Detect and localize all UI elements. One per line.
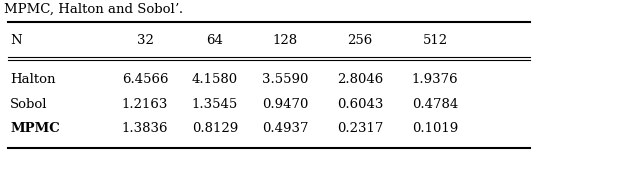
Text: 1.3836: 1.3836 [122, 121, 168, 135]
Text: 64: 64 [207, 33, 223, 47]
Text: 0.9470: 0.9470 [262, 99, 308, 111]
Text: N: N [10, 33, 22, 47]
Text: 32: 32 [136, 33, 154, 47]
Text: 0.4784: 0.4784 [412, 99, 458, 111]
Text: 0.6043: 0.6043 [337, 99, 383, 111]
Text: 1.2163: 1.2163 [122, 99, 168, 111]
Text: 0.8129: 0.8129 [192, 121, 238, 135]
Text: 6.4566: 6.4566 [122, 74, 168, 86]
Text: MPMC, Halton and Sobolʼ.: MPMC, Halton and Sobolʼ. [4, 3, 183, 16]
Text: 256: 256 [348, 33, 372, 47]
Text: 0.1019: 0.1019 [412, 121, 458, 135]
Text: 1.3545: 1.3545 [192, 99, 238, 111]
Text: 0.4937: 0.4937 [262, 121, 308, 135]
Text: 3.5590: 3.5590 [262, 74, 308, 86]
Text: 1.9376: 1.9376 [412, 74, 458, 86]
Text: 512: 512 [422, 33, 447, 47]
Text: Sobol: Sobol [10, 99, 47, 111]
Text: 2.8046: 2.8046 [337, 74, 383, 86]
Text: 0.2317: 0.2317 [337, 121, 383, 135]
Text: 4.1580: 4.1580 [192, 74, 238, 86]
Text: Halton: Halton [10, 74, 56, 86]
Text: MPMC: MPMC [10, 121, 60, 135]
Text: 128: 128 [273, 33, 298, 47]
